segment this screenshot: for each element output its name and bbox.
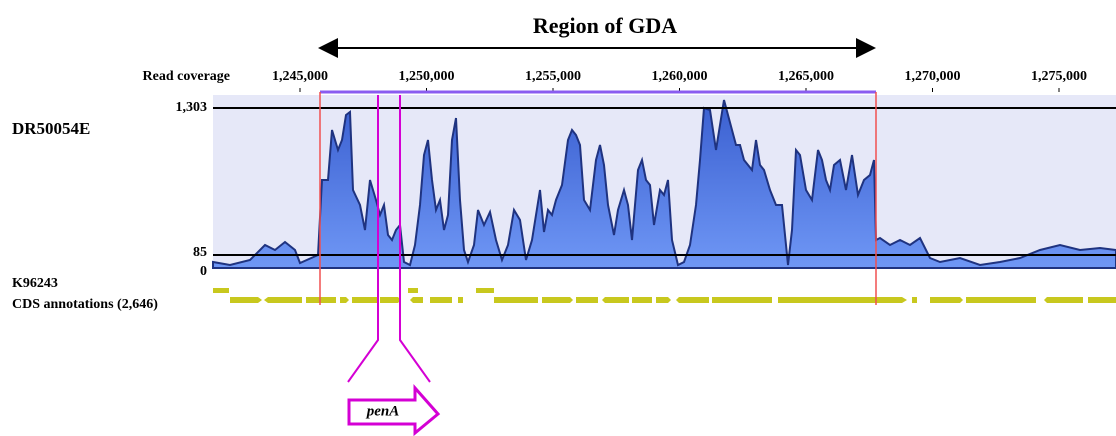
ruler-tick-label: 1,265,000 — [778, 69, 834, 84]
ruler-tick-label: 1,270,000 — [905, 69, 961, 84]
genome-name: K96243 — [12, 276, 58, 291]
gene-label: penA — [365, 403, 400, 419]
title: Region of GDA — [533, 13, 677, 38]
level-label: 85 — [193, 245, 207, 260]
coverage — [212, 99, 1116, 269]
penA-zoom — [347, 95, 431, 383]
ruler-tick-label: 1,260,000 — [652, 69, 708, 84]
cds-track — [213, 288, 1116, 303]
level-label: 1,303 — [176, 100, 208, 115]
ruler: 1,245,000 1,250,000 1,255,000 1,260,000 1,26… — [272, 69, 1087, 92]
ruler-tick-label: 1,250,000 — [399, 69, 455, 84]
level-label: 0 — [200, 264, 207, 279]
annotation-label: CDS annotations (2,646) — [12, 297, 158, 312]
track-name: DR50054E — [12, 119, 90, 138]
ruler-tick-label: 1,255,000 — [525, 69, 581, 84]
ruler-tick-label: 1,275,000 — [1031, 69, 1087, 84]
ruler-label: Read coverage — [143, 69, 230, 84]
ruler-tick-label: 1,245,000 — [272, 69, 328, 84]
gene-arrow — [347, 384, 441, 436]
